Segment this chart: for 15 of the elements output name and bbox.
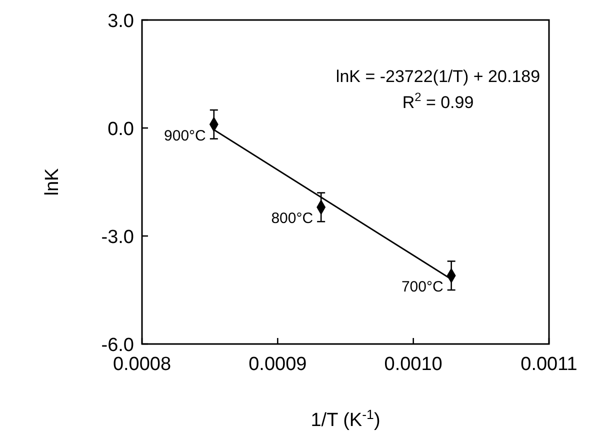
x-tick-label: 0.0009 [248, 354, 307, 375]
annotation: 900°C [164, 127, 206, 144]
y-tick-label: 3.0 [108, 11, 134, 32]
x-tick-label: 0.0008 [112, 354, 172, 375]
x-tick-label: 0.0011 [520, 354, 578, 375]
y-tick-label: -3.0 [101, 227, 134, 248]
y-tick-label: 0.0 [108, 119, 134, 140]
x-axis-title: 1/T (K$^{-1}$) [310, 406, 380, 431]
annotation: R$^{2}$ = 0.99 [402, 90, 474, 112]
y-tick-label: -6.0 [101, 335, 134, 356]
annotation: lnK = -23722(1/T) + 20.189 [336, 67, 540, 86]
y-axis-title: lnK [42, 168, 63, 196]
x-tick-label: 0.0010 [384, 354, 442, 375]
annotation: 800°C [271, 210, 314, 228]
annotation: 700°C [401, 278, 444, 296]
